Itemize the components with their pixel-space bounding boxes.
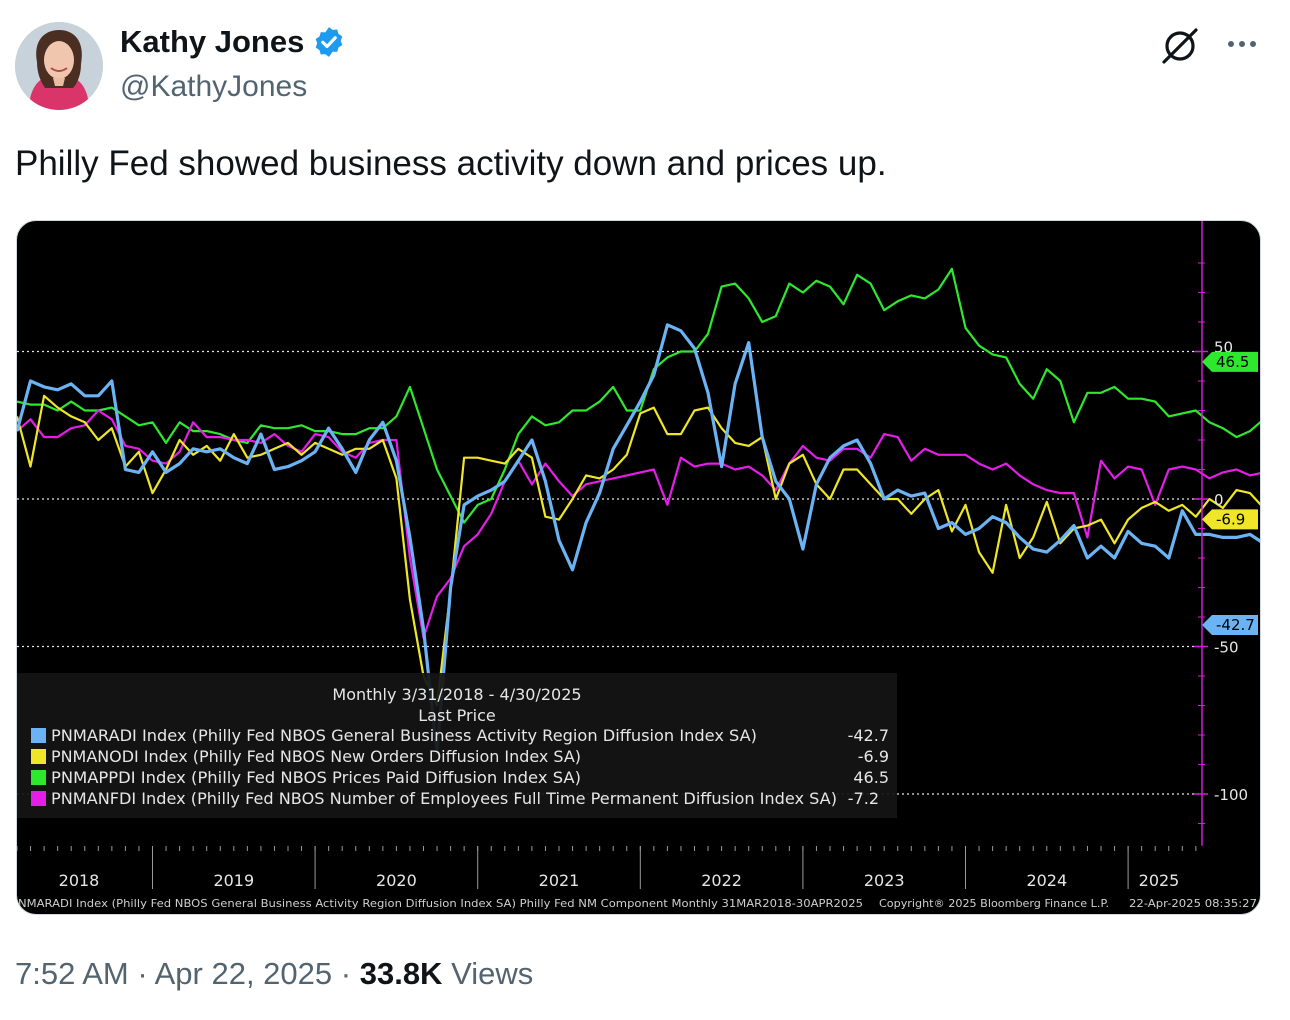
chart-timestamp: 22-Apr-2025 08:35:27 — [1129, 897, 1257, 910]
last-value-tag: 46.5 — [1202, 351, 1258, 372]
legend-panel — [17, 673, 897, 818]
x-tick-label: 2023 — [864, 871, 905, 890]
legend-label: PNMANODI Index (Philly Fed NBOS New Orde… — [51, 747, 581, 766]
tweet-media-chart[interactable]: Monthly 3/31/2018 - 4/30/2025 Last Price P… — [16, 220, 1261, 915]
legend-swatch — [31, 728, 46, 743]
footer-separator: · — [137, 956, 148, 991]
verified-badge-icon — [316, 27, 343, 57]
x-tick-label: 2024 — [1026, 871, 1067, 890]
more-options-icon[interactable] — [1222, 24, 1262, 64]
avatar-image — [15, 22, 103, 110]
y-tick-label: -50 — [1214, 639, 1239, 657]
legend-last-value: -6.9 — [858, 747, 889, 766]
legend-last-value: -7.2 — [848, 789, 879, 808]
legend-last-value: -42.7 — [848, 726, 889, 745]
legend-swatch — [31, 791, 46, 806]
legend-label: PNMAPPDI Index (Philly Fed NBOS Prices P… — [51, 768, 581, 787]
last-value-tag-shape — [1202, 351, 1258, 372]
last-value-tag-shape — [1202, 509, 1258, 530]
last-value-tag-label: -6.9 — [1216, 510, 1245, 528]
tweet-time[interactable]: 7:52 AM — [15, 956, 129, 991]
x-tick-label: 2021 — [539, 871, 580, 890]
last-value-tag: -6.9 — [1202, 509, 1258, 530]
last-value-tag: -42.7 — [1202, 614, 1258, 635]
series-line — [17, 267, 1260, 524]
legend-title: Monthly 3/31/2018 - 4/30/2025 — [332, 685, 581, 704]
author-display-name[interactable]: Kathy Jones — [120, 24, 305, 59]
x-tick-label: 2019 — [213, 871, 254, 890]
y-tick-label: -100 — [1214, 786, 1248, 804]
grok-icon[interactable] — [1160, 26, 1200, 66]
tweet-date[interactable]: Apr 22, 2025 — [154, 956, 333, 991]
x-tick-label: 2025 — [1139, 871, 1180, 890]
last-value-tag-label: 46.5 — [1216, 353, 1249, 371]
x-tick-label: 2020 — [376, 871, 417, 890]
tweet-footer: 7:52 AM · Apr 22, 2025 · 33.8K Views — [15, 956, 533, 992]
x-tick-label: 2022 — [701, 871, 742, 890]
series-line — [17, 323, 1260, 755]
tweet-text: Philly Fed showed business activity down… — [15, 144, 887, 183]
y-tick-label: 0 — [1214, 491, 1224, 509]
author-name-row: Kathy Jones — [120, 24, 346, 60]
views-count: 33.8K — [359, 956, 443, 991]
chart-copyright: Copyright® 2025 Bloomberg Finance L.P. — [879, 897, 1109, 910]
views-label: Views — [451, 956, 534, 991]
author-handle[interactable]: @KathyJones — [120, 70, 308, 103]
last-value-tag-label: -42.7 — [1216, 616, 1255, 634]
series-line — [17, 394, 1260, 707]
avatar[interactable] — [15, 22, 103, 110]
legend-label: PNMARADI Index (Philly Fed NBOS General … — [51, 726, 757, 745]
legend-swatch — [31, 749, 46, 764]
footer-separator: · — [340, 956, 352, 991]
last-value-tag-shape — [1202, 614, 1258, 635]
legend-last-value: 46.5 — [853, 768, 889, 787]
legend-label: PNMANFDI Index (Philly Fed NBOS Number o… — [51, 789, 837, 808]
legend-swatch — [31, 770, 46, 785]
x-tick-label: 2018 — [59, 871, 100, 890]
legend-subtitle: Last Price — [418, 706, 495, 725]
chart-footnote: PNMARADI Index (Philly Fed NBOS General … — [17, 897, 863, 910]
